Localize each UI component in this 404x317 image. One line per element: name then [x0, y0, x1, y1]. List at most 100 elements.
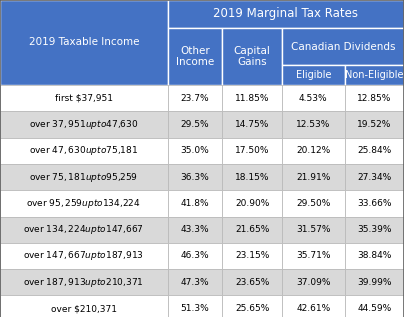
Text: 43.3%: 43.3% [181, 225, 209, 234]
Text: 39.99%: 39.99% [357, 278, 391, 287]
Bar [282, 138, 345, 164]
Bar [282, 85, 345, 111]
Bar [345, 111, 404, 138]
Text: 25.84%: 25.84% [357, 146, 391, 155]
Text: 21.65%: 21.65% [235, 225, 269, 234]
Text: Eligible: Eligible [296, 70, 331, 80]
Text: over $187,913 up to $210,371: over $187,913 up to $210,371 [23, 276, 144, 289]
Text: 20.12%: 20.12% [296, 146, 330, 155]
Bar [168, 164, 222, 190]
Bar [345, 164, 404, 190]
Bar [222, 85, 282, 111]
Bar [168, 295, 222, 317]
Text: 35.0%: 35.0% [181, 146, 209, 155]
Bar [0, 243, 168, 269]
Bar [282, 295, 345, 317]
Bar [168, 138, 222, 164]
Text: 21.91%: 21.91% [296, 172, 330, 182]
Bar [168, 85, 222, 111]
Text: 23.65%: 23.65% [235, 278, 269, 287]
Bar [282, 269, 345, 295]
Bar [0, 138, 168, 164]
Text: over $210,371: over $210,371 [51, 304, 117, 313]
Text: Capital
Gains: Capital Gains [234, 46, 271, 67]
Text: 33.66%: 33.66% [357, 199, 391, 208]
Bar [282, 111, 345, 138]
Text: over $134,224 up to $147,667: over $134,224 up to $147,667 [23, 223, 144, 236]
Bar [168, 269, 222, 295]
Text: Canadian Dividends: Canadian Dividends [291, 42, 395, 52]
Bar [168, 111, 222, 138]
Text: over $95,259 up to $134,224: over $95,259 up to $134,224 [26, 197, 141, 210]
Text: 38.84%: 38.84% [357, 251, 391, 261]
Text: 37.09%: 37.09% [296, 278, 330, 287]
Text: 19.52%: 19.52% [357, 120, 391, 129]
Text: over $47,630 up to $75,181: over $47,630 up to $75,181 [29, 144, 139, 157]
Bar [0, 269, 168, 295]
Bar [345, 217, 404, 243]
Text: Other
Income: Other Income [176, 46, 214, 67]
Text: over $37,951 up to $47,630: over $37,951 up to $47,630 [29, 118, 139, 131]
Bar [222, 217, 282, 243]
Bar [222, 269, 282, 295]
Bar [282, 28, 404, 65]
Text: 35.39%: 35.39% [357, 225, 391, 234]
Bar [168, 217, 222, 243]
Bar [0, 85, 168, 111]
Text: first $37,951: first $37,951 [55, 94, 113, 103]
Text: 23.7%: 23.7% [181, 94, 209, 103]
Bar [345, 190, 404, 217]
Text: 2019 Marginal Tax Rates: 2019 Marginal Tax Rates [213, 7, 358, 21]
Text: 31.57%: 31.57% [296, 225, 330, 234]
Bar [0, 111, 168, 138]
Text: 23.15%: 23.15% [235, 251, 269, 261]
Text: 47.3%: 47.3% [181, 278, 209, 287]
Bar [168, 243, 222, 269]
Text: 4.53%: 4.53% [299, 94, 328, 103]
Bar [282, 243, 345, 269]
Bar [345, 243, 404, 269]
Text: 35.71%: 35.71% [296, 251, 330, 261]
Text: 14.75%: 14.75% [235, 120, 269, 129]
Bar [0, 217, 168, 243]
Bar [222, 111, 282, 138]
Text: 41.8%: 41.8% [181, 199, 209, 208]
Bar [168, 190, 222, 217]
Bar [282, 190, 345, 217]
Text: 27.34%: 27.34% [357, 172, 391, 182]
Text: 20.90%: 20.90% [235, 199, 269, 208]
Text: 12.85%: 12.85% [357, 94, 391, 103]
Text: 11.85%: 11.85% [235, 94, 269, 103]
Bar [345, 65, 404, 85]
Bar [222, 295, 282, 317]
Text: 42.61%: 42.61% [296, 304, 330, 313]
Text: 29.50%: 29.50% [296, 199, 330, 208]
Bar [222, 164, 282, 190]
Text: 17.50%: 17.50% [235, 146, 269, 155]
Bar [0, 164, 168, 190]
Bar [222, 138, 282, 164]
Text: over $75,181 up to $95,259: over $75,181 up to $95,259 [29, 171, 138, 184]
Bar [168, 28, 222, 85]
Bar [168, 0, 404, 28]
Bar [282, 164, 345, 190]
Text: Non-Eligible: Non-Eligible [345, 70, 404, 80]
Bar [222, 190, 282, 217]
Bar [282, 217, 345, 243]
Text: 25.65%: 25.65% [235, 304, 269, 313]
Text: 29.5%: 29.5% [181, 120, 209, 129]
Bar [282, 65, 345, 85]
Text: 12.53%: 12.53% [296, 120, 330, 129]
Text: 46.3%: 46.3% [181, 251, 209, 261]
Text: over $147,667 up to $187,913: over $147,667 up to $187,913 [23, 249, 144, 262]
Text: 44.59%: 44.59% [357, 304, 391, 313]
Bar [345, 295, 404, 317]
Bar [345, 269, 404, 295]
Bar [345, 85, 404, 111]
Text: 2019 Taxable Income: 2019 Taxable Income [29, 37, 139, 48]
Text: 18.15%: 18.15% [235, 172, 269, 182]
Bar [0, 295, 168, 317]
Text: 36.3%: 36.3% [181, 172, 209, 182]
Bar [222, 28, 282, 85]
Text: 51.3%: 51.3% [181, 304, 209, 313]
